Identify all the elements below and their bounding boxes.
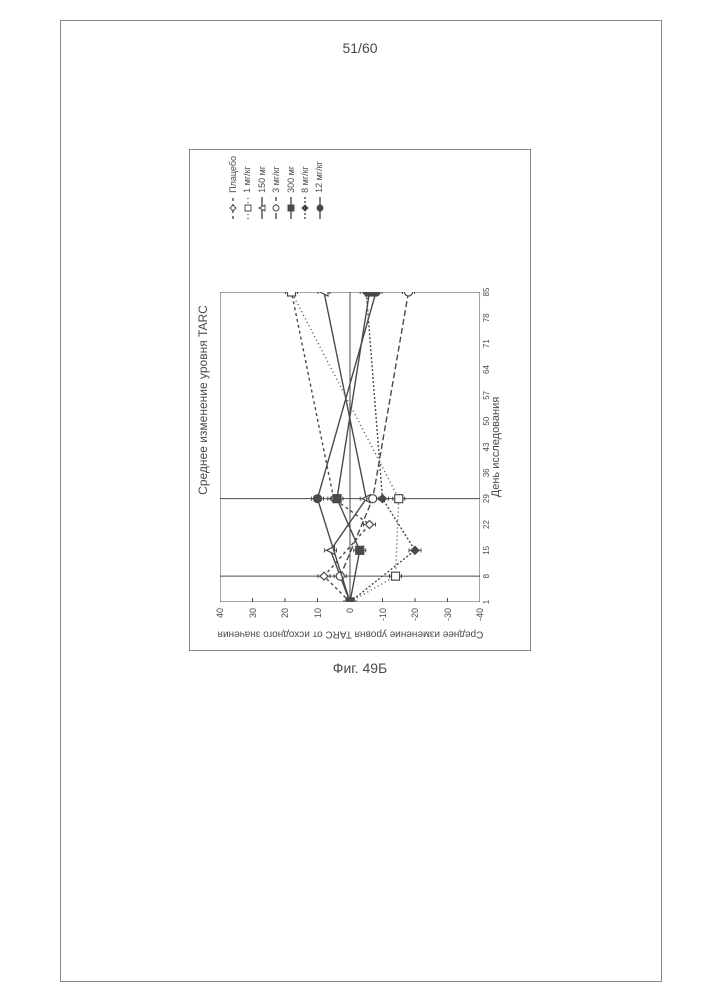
- legend-item: 8 мг/кг: [298, 156, 312, 219]
- figure-caption: Фиг. 49Б: [333, 660, 387, 676]
- chart-title: Среднее изменение уровня TARC: [196, 150, 210, 650]
- legend-item: 3 мг/кг: [269, 156, 283, 219]
- page: 51/60 Среднее изменение уровня TARC -40-…: [0, 0, 720, 999]
- plot-area: [220, 292, 480, 602]
- x-axis-label: День исследования: [490, 292, 502, 602]
- chart-container: Среднее изменение уровня TARC -40-30-20-…: [189, 149, 531, 651]
- legend-label: Плацебо: [226, 156, 240, 193]
- legend-item: 1 мг/кг: [240, 156, 254, 219]
- chart-svg: [220, 292, 480, 602]
- legend-item: Плацебо: [226, 156, 240, 219]
- page-number: 51/60: [342, 40, 377, 56]
- legend-label: 12 мг/кг: [312, 161, 326, 193]
- legend-label: 150 мг: [255, 166, 269, 193]
- legend-label: 8 мг/кг: [298, 166, 312, 193]
- legend-label: 300 мг: [284, 166, 298, 193]
- legend-item: 300 мг: [284, 156, 298, 219]
- legend-item: 150 мг: [255, 156, 269, 219]
- legend-label: 1 мг/кг: [240, 166, 254, 193]
- legend: Плацебо1 мг/кг150 мг3 мг/кг300 мг8 мг/кг…: [226, 156, 327, 219]
- legend-label: 3 мг/кг: [269, 166, 283, 193]
- legend-item: 12 мг/кг: [312, 156, 326, 219]
- y-axis-label: Среднее изменение уровня TARC от исходно…: [220, 624, 480, 644]
